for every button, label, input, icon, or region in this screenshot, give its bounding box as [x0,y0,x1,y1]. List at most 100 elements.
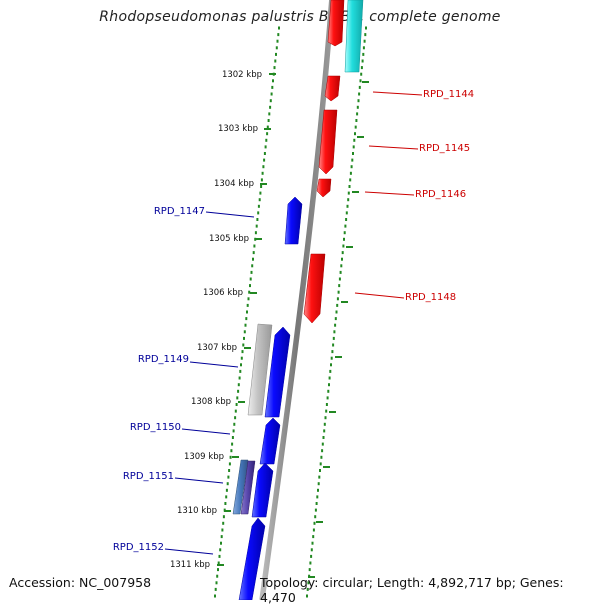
gene-feature-rpd-1149[interactable] [264,326,291,418]
scale-dot [360,72,363,76]
scale-dot [321,442,324,446]
scale-dot [250,270,253,274]
scale-dot [319,462,322,466]
gene-label-rpd-1151[interactable]: RPD_1151 [123,471,174,482]
scale-dot [222,515,225,519]
scale-tick: 1302 kbp [222,70,276,80]
scale-tick: 1310 kbp [177,506,231,516]
scale-dot [334,317,337,321]
gene-feature-pseudo[interactable] [247,323,273,416]
scale-dot [217,561,220,565]
scale-dot [260,178,263,182]
gene-feature-rpd-1148[interactable] [303,253,326,324]
scale-dot [272,79,274,83]
scale-dot [271,85,274,89]
gene-feature[interactable] [232,459,249,515]
scale-tick: 1309 kbp [184,452,239,462]
scale-dot [328,383,330,387]
scale-dot [261,171,264,175]
scale-tick-label: 1309 kbp [184,452,224,462]
scale-dot [234,409,237,413]
scale-dot [253,244,256,248]
scale-dot [343,231,346,235]
scale-dot [248,290,251,294]
gene-feature-rpd-1145[interactable] [318,109,338,175]
scale-dot [252,251,255,255]
scale-dot [350,165,353,169]
forward-strand-genes [303,0,364,324]
gene-label-rpd-1149[interactable]: RPD_1149 [138,354,189,365]
scale-dot [354,132,356,136]
scale-dot [327,389,330,393]
scale-dot [342,244,345,248]
scale-tick: 1306 kbp [203,288,257,298]
scale-dot [228,462,231,466]
scale-dot [337,290,340,294]
genome-axis [259,0,335,600]
scale-dot [345,211,348,215]
gene-feature-rpd-1146[interactable] [316,178,332,198]
gene-label-rpd-1145[interactable]: RPD_1145 [419,143,470,154]
scale-dot [324,416,327,420]
scale-dot [254,231,257,235]
gene-label-rpd-1146[interactable]: RPD_1146 [415,189,466,200]
scale-dot [243,330,246,334]
scale-dot [270,92,273,96]
scale-dot [313,521,316,525]
scale-dot [238,376,241,380]
scale-dot [241,350,244,354]
scale-dot [332,343,335,347]
scale-tick-label: 1304 kbp [214,179,254,189]
scale-dot [339,270,342,274]
gene-feature[interactable] [240,460,256,515]
scale-dot [258,198,261,202]
scale-dot [322,436,325,439]
scale-dot [353,138,356,142]
scale-dot [354,125,357,129]
scale-dot [263,152,266,155]
gene-feature-rpd-1147[interactable] [284,196,303,245]
gene-label-rpd-1144[interactable]: RPD_1144 [423,89,474,100]
scale-tick: 1311 kbp [170,560,224,570]
scale-dot [262,165,265,169]
scale-dot [312,535,315,539]
scale-dot [340,264,343,268]
scale-dot [244,323,247,327]
scale-dot [243,336,245,340]
gene-feature[interactable] [327,0,345,47]
scale-dot [358,85,361,89]
scale-dot [232,429,235,433]
gene-label-rpd-1152[interactable]: RPD_1152 [113,542,164,553]
scale-dot [246,303,249,307]
scale-dot [233,422,236,426]
gene-feature-rpd-1150[interactable] [259,417,281,465]
scale-dot [227,475,230,479]
scale-dot [312,528,315,532]
scale-dot [363,39,366,43]
gene-feature[interactable] [344,0,364,73]
gene-label-rpd-1150[interactable]: RPD_1150 [130,422,181,433]
gene-feature-rpd-1151[interactable] [251,462,274,518]
scale-tick: 1303 kbp [218,124,271,134]
gene-label-rpd-1147[interactable]: RPD_1147 [154,206,205,217]
scale-dot [355,119,358,122]
scale-dot [328,376,331,380]
scale-dot [245,317,248,321]
gene-feature-rpd-1144[interactable] [324,75,341,102]
scale-dot [347,198,350,202]
scale-dot [352,145,355,149]
scale-dot [306,587,309,591]
scale-dot [240,356,243,360]
scale-dot [220,541,222,545]
scale-dot [325,409,328,413]
scale-dot [335,310,338,314]
scale-dot [319,469,321,472]
scale-dot [318,475,321,479]
scale-dot [221,528,224,532]
scale-tick: 1308 kbp [191,397,245,407]
scale-dot [336,297,339,301]
gene-label-rpd-1148[interactable]: RPD_1148 [405,292,456,303]
gene-feature-rpd-1152[interactable] [238,517,266,600]
scale-dot [325,403,328,406]
